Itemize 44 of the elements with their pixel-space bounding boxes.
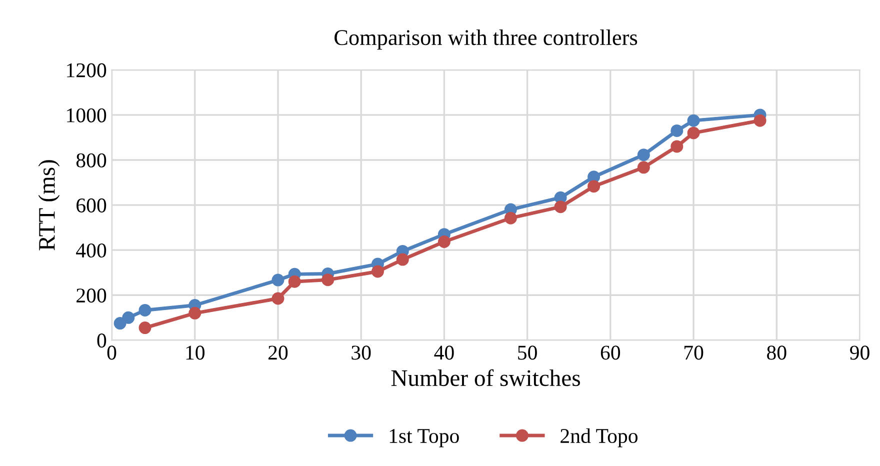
point bbox=[670, 124, 684, 137]
y-tick-label: 600 bbox=[76, 198, 106, 212]
point bbox=[138, 304, 152, 316]
point bbox=[114, 317, 126, 330]
point bbox=[687, 114, 700, 127]
y-axis-title: RTT (ms) bbox=[38, 160, 60, 250]
point bbox=[288, 275, 301, 288]
point bbox=[588, 180, 600, 193]
point bbox=[670, 140, 684, 153]
x-tick-label: 70 bbox=[684, 346, 704, 360]
chart-title: Comparison with three controllers bbox=[334, 29, 638, 50]
legend-label: 2nd Topo bbox=[560, 428, 638, 448]
y-tick-label: 1200 bbox=[67, 63, 106, 78]
y-tick-label: 1000 bbox=[67, 108, 106, 122]
x-tick-label: 90 bbox=[850, 346, 870, 360]
point bbox=[687, 126, 700, 140]
x-axis-title: Number of switches bbox=[391, 369, 580, 386]
x-tick-label: 0 bbox=[107, 346, 116, 360]
legend-label: 1st Topo bbox=[390, 429, 459, 448]
point bbox=[322, 274, 334, 286]
point bbox=[122, 311, 135, 324]
point bbox=[637, 148, 650, 162]
point bbox=[754, 114, 766, 127]
y-tick-label: 0 bbox=[97, 334, 106, 348]
point bbox=[272, 274, 284, 286]
x-tick-label: 50 bbox=[518, 346, 537, 360]
point bbox=[637, 161, 650, 174]
point bbox=[438, 236, 450, 248]
x-tick-label: 80 bbox=[767, 346, 786, 360]
point bbox=[188, 306, 202, 320]
point bbox=[272, 292, 284, 305]
x-tick-label: 10 bbox=[186, 346, 204, 360]
x-tick-label: 40 bbox=[434, 346, 454, 360]
point bbox=[138, 322, 152, 334]
y-tick-label: 800 bbox=[76, 153, 106, 168]
x-tick-label: 30 bbox=[352, 346, 371, 360]
y-tick-label: 400 bbox=[76, 243, 106, 258]
x-tick-label: 60 bbox=[600, 346, 620, 360]
point bbox=[371, 265, 384, 278]
x-tick-label: 20 bbox=[268, 346, 288, 360]
point bbox=[554, 200, 567, 214]
y-tick-label: 200 bbox=[76, 288, 106, 303]
point bbox=[504, 212, 517, 224]
point bbox=[396, 253, 409, 266]
